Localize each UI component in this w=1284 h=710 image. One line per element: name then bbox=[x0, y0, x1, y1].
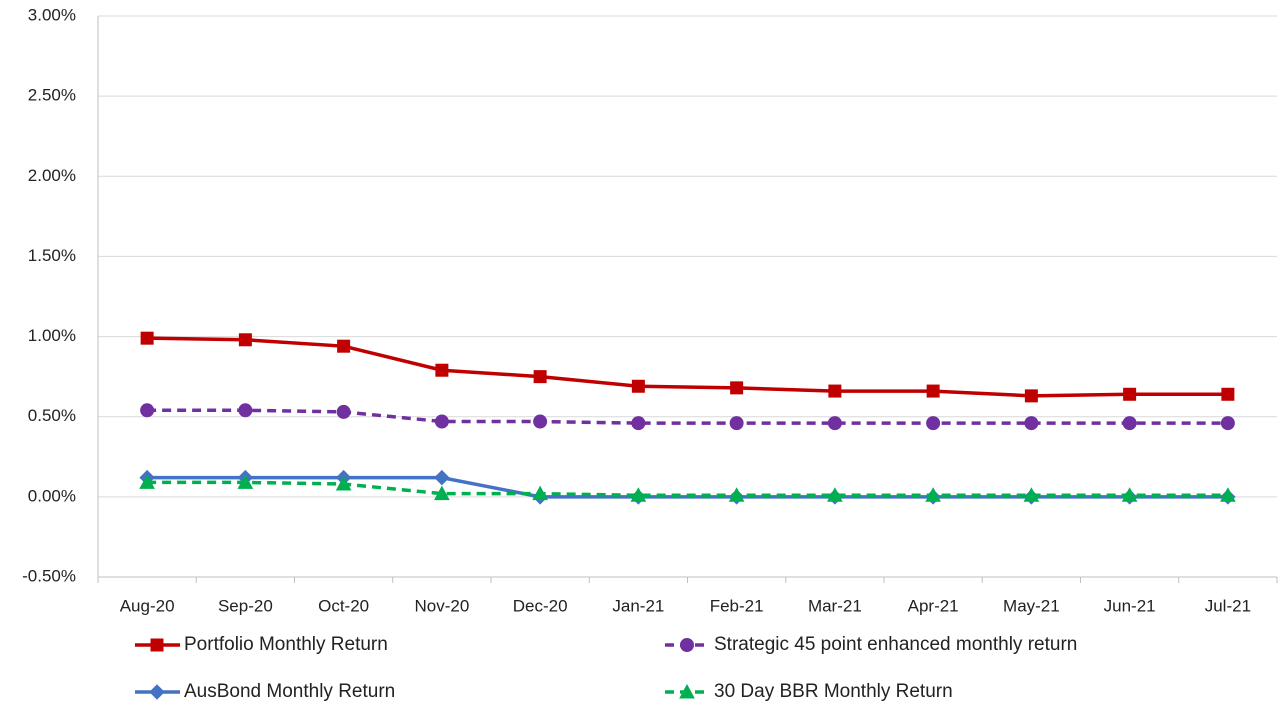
data-point bbox=[532, 485, 548, 501]
legend: Portfolio Monthly Return Strategic 45 poi… bbox=[135, 634, 1077, 702]
data-point bbox=[1121, 487, 1138, 502]
legend-marker bbox=[149, 684, 165, 700]
data-point bbox=[435, 363, 449, 377]
x-tick-label: Mar-21 bbox=[808, 596, 862, 615]
y-tick-label: 1.00% bbox=[28, 326, 76, 345]
data-point bbox=[238, 403, 253, 418]
data-point bbox=[237, 474, 254, 489]
y-tick-label: 3.00% bbox=[28, 5, 76, 24]
x-tick-label: Apr-21 bbox=[908, 596, 959, 615]
x-tick-label: Sep-20 bbox=[218, 596, 273, 615]
data-point bbox=[827, 416, 842, 431]
data-point bbox=[434, 485, 450, 501]
data-point bbox=[926, 384, 940, 398]
x-tick-label: Feb-21 bbox=[710, 596, 764, 615]
legend-marker bbox=[679, 683, 695, 699]
y-tick-label: -0.50% bbox=[22, 566, 76, 585]
data-point bbox=[926, 416, 941, 431]
data-point bbox=[1123, 387, 1137, 401]
data-point bbox=[238, 333, 252, 347]
data-point bbox=[729, 416, 744, 431]
data-point bbox=[533, 370, 547, 384]
data-point bbox=[1122, 416, 1137, 431]
data-point bbox=[337, 339, 351, 353]
y-tick-label: 2.00% bbox=[28, 166, 76, 185]
data-point bbox=[925, 487, 941, 502]
x-tick-label: May-21 bbox=[1003, 596, 1060, 615]
x-tick-label: Jun-21 bbox=[1104, 596, 1156, 615]
data-point bbox=[631, 379, 645, 393]
data-point bbox=[1220, 487, 1236, 502]
x-tick-label: Aug-20 bbox=[120, 596, 175, 615]
data-point bbox=[336, 404, 351, 419]
data-point bbox=[630, 487, 647, 502]
data-point bbox=[140, 403, 155, 418]
x-tick-label: Jan-21 bbox=[612, 596, 664, 615]
legend-label: Strategic 45 point enhanced monthly retu… bbox=[714, 634, 1077, 655]
x-tick-label: Jul-21 bbox=[1205, 596, 1251, 615]
data-point bbox=[434, 414, 449, 429]
data-point bbox=[1024, 416, 1039, 431]
x-tick-label: Oct-20 bbox=[318, 596, 369, 615]
legend-label: Portfolio Monthly Return bbox=[184, 634, 388, 655]
data-point bbox=[828, 384, 842, 398]
legend-label: AusBond Monthly Return bbox=[184, 681, 395, 702]
data-point bbox=[1221, 387, 1235, 401]
data-point bbox=[139, 474, 155, 489]
data-point bbox=[335, 475, 352, 491]
legend-marker bbox=[150, 638, 164, 652]
data-point bbox=[1023, 487, 1040, 502]
series-line bbox=[147, 336, 1228, 398]
x-tick-label: Dec-20 bbox=[513, 596, 568, 615]
data-point bbox=[434, 469, 450, 486]
legend-marker bbox=[680, 638, 694, 652]
data-point bbox=[827, 487, 843, 502]
legend-label: 30 Day BBR Monthly Return bbox=[714, 681, 953, 702]
x-tick-label: Nov-20 bbox=[414, 596, 469, 615]
data-point bbox=[1024, 389, 1038, 403]
data-point bbox=[728, 487, 745, 502]
y-tick-label: 0.50% bbox=[28, 406, 76, 425]
data-point bbox=[140, 331, 154, 345]
data-point bbox=[730, 381, 744, 395]
data-point bbox=[533, 414, 548, 429]
data-point bbox=[1220, 416, 1235, 431]
y-tick-label: 0.00% bbox=[28, 486, 76, 505]
series-line bbox=[147, 480, 1228, 498]
y-tick-label: 2.50% bbox=[28, 86, 76, 105]
y-tick-label: 1.50% bbox=[28, 246, 76, 265]
series-line bbox=[147, 408, 1228, 425]
data-point bbox=[631, 416, 646, 431]
